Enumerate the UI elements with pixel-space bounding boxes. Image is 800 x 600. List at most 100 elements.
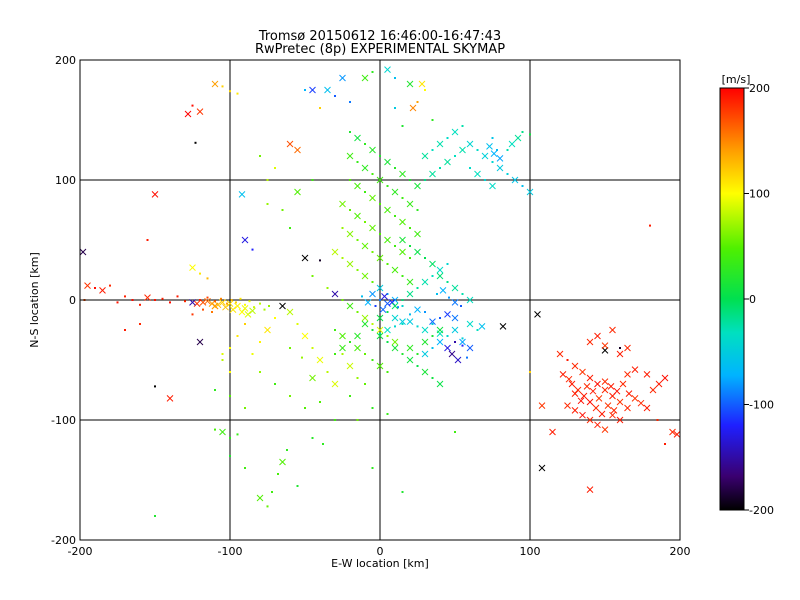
data-point-cross — [361, 74, 369, 82]
data-point-cross — [610, 407, 618, 414]
data-point-dot — [266, 203, 269, 205]
data-point-dot — [431, 119, 434, 121]
data-point-cross — [354, 182, 361, 190]
data-point-dot — [191, 313, 194, 316]
data-point-cross — [643, 371, 651, 378]
data-point-dot — [401, 197, 404, 199]
data-point-dot — [154, 385, 156, 388]
data-point-dot — [491, 161, 494, 163]
y-tick-label: -200 — [51, 534, 76, 547]
data-point-dot — [289, 347, 291, 349]
data-point-dot — [379, 203, 381, 205]
data-point-cross — [384, 66, 391, 73]
data-point-cross — [193, 300, 201, 307]
data-point-cross — [279, 302, 286, 310]
data-point-cross — [526, 188, 534, 196]
data-point-cross — [673, 431, 680, 438]
data-point-cross — [339, 200, 346, 208]
data-point-cross — [361, 164, 369, 172]
data-point-dot — [334, 353, 336, 355]
data-point-cross — [466, 140, 474, 148]
data-point-cross — [631, 366, 639, 373]
data-point-cross — [211, 302, 219, 310]
data-point-dot — [161, 297, 164, 300]
data-point-cross — [294, 188, 301, 196]
data-point-cross — [406, 344, 414, 352]
data-point-cross — [637, 399, 645, 407]
data-point-cross — [579, 368, 586, 376]
data-point-cross — [451, 299, 459, 306]
data-point-dot — [401, 125, 404, 127]
data-point-cross — [429, 260, 436, 268]
data-point-cross — [478, 323, 486, 330]
data-point-dot — [235, 301, 237, 304]
data-point-dot — [371, 71, 374, 73]
data-point-cross — [421, 338, 429, 346]
data-point-cross — [189, 264, 196, 271]
data-point-dot — [131, 299, 134, 301]
data-point-dot — [619, 347, 621, 349]
data-point-cross — [439, 287, 447, 294]
data-point-dot — [371, 407, 374, 409]
data-point-dot — [491, 137, 494, 139]
data-point-dot — [236, 433, 239, 436]
data-point-dot — [349, 179, 351, 181]
data-point-dot — [301, 356, 303, 359]
data-point-dot — [431, 347, 434, 349]
data-point-cross — [429, 170, 436, 178]
data-point-cross — [601, 426, 609, 433]
data-point-cross — [436, 266, 444, 274]
data-point-cross — [184, 110, 192, 118]
data-point-cross — [609, 326, 616, 334]
x-tick-label: -200 — [68, 545, 93, 558]
data-point-cross — [474, 170, 481, 178]
colorbar-label: [m/s] — [722, 73, 751, 86]
data-point-dot — [401, 323, 404, 325]
data-point-dot — [431, 149, 434, 151]
data-point-dot — [349, 131, 351, 133]
data-point-dot — [374, 305, 377, 307]
data-point-cross — [234, 302, 241, 310]
data-point-dot — [116, 301, 119, 304]
data-point-dot — [371, 251, 374, 253]
data-point-dot — [214, 300, 216, 303]
data-point-cross — [421, 278, 429, 286]
data-point-dot — [341, 299, 344, 301]
colorbar-tick-label: 100 — [749, 188, 770, 201]
data-point-dot — [349, 395, 351, 397]
data-point-dot — [191, 104, 194, 107]
data-point-cross — [244, 311, 252, 318]
data-point-cross — [384, 158, 391, 166]
data-point-dot — [124, 295, 126, 298]
data-point-dot — [401, 305, 404, 307]
data-point-dot — [409, 313, 411, 316]
data-point-dot — [460, 305, 462, 307]
data-point-dot — [386, 185, 389, 187]
data-point-cross — [346, 152, 354, 160]
x-tick-label: 100 — [520, 545, 541, 558]
data-point-dot — [416, 287, 419, 289]
data-point-dot — [248, 300, 251, 303]
data-point-dot — [356, 269, 359, 271]
data-point-cross — [294, 146, 301, 154]
data-point-dot — [139, 323, 141, 325]
data-point-dot — [194, 141, 197, 144]
data-point-cross — [376, 332, 384, 340]
data-point-cross — [222, 303, 229, 311]
data-point-cross — [624, 344, 631, 352]
data-point-dot — [176, 295, 179, 298]
data-point-cross — [571, 362, 579, 370]
data-point-dot — [446, 335, 449, 337]
data-point-dot — [202, 308, 204, 311]
data-point-dot — [371, 173, 374, 175]
data-point-dot — [214, 428, 216, 431]
data-point-cross — [376, 362, 384, 370]
data-point-dot — [484, 179, 486, 181]
data-point-dot — [416, 209, 419, 211]
data-point-dot — [221, 353, 224, 355]
data-point-cross — [339, 332, 346, 340]
data-point-cross — [384, 236, 391, 244]
data-point-dot — [326, 287, 329, 289]
data-point-cross — [616, 416, 624, 424]
data-point-cross — [577, 397, 585, 405]
